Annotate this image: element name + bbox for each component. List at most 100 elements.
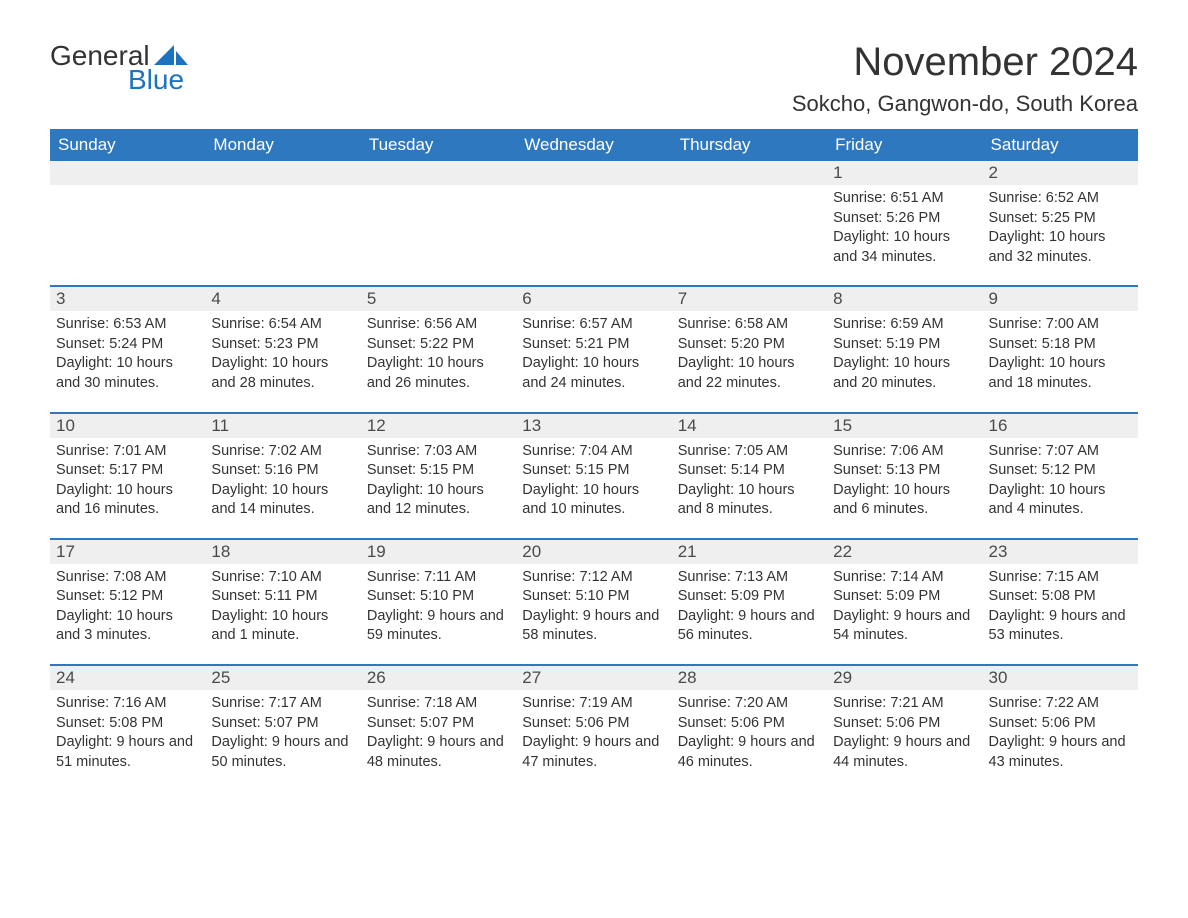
location: Sokcho, Gangwon-do, South Korea bbox=[792, 91, 1138, 117]
day-number: 3 bbox=[50, 285, 205, 311]
daylight-line: Daylight: 9 hours and 53 minutes. bbox=[989, 607, 1132, 646]
calendar-cell: 3 Sunrise: 6:53 AMSunset: 5:24 PMDaylight… bbox=[50, 285, 205, 411]
day-details: Sunrise: 7:16 AMSunset: 5:08 PMDaylight:… bbox=[50, 690, 205, 790]
sunrise-line: Sunrise: 7:08 AM bbox=[56, 568, 199, 588]
calendar-cell bbox=[50, 161, 205, 285]
calendar-cell bbox=[672, 161, 827, 285]
calendar-cell: 29Sunrise: 7:21 AMSunset: 5:06 PMDayligh… bbox=[827, 664, 982, 790]
daylight-line: Daylight: 9 hours and 59 minutes. bbox=[367, 607, 510, 646]
sunset-line: Sunset: 5:25 PM bbox=[989, 209, 1132, 229]
daylight-line: Daylight: 9 hours and 46 minutes. bbox=[678, 733, 821, 772]
daylight-line: Daylight: 10 hours and 14 minutes. bbox=[211, 481, 354, 520]
daylight-line: Daylight: 9 hours and 56 minutes. bbox=[678, 607, 821, 646]
day-number: 15 bbox=[827, 412, 982, 438]
sunrise-line: Sunrise: 7:07 AM bbox=[989, 442, 1132, 462]
daylight-line: Daylight: 10 hours and 18 minutes. bbox=[989, 354, 1132, 393]
day-details: Sunrise: 7:00 AMSunset: 5:18 PMDaylight:… bbox=[983, 311, 1138, 411]
day-number: 24 bbox=[50, 664, 205, 690]
sunrise-line: Sunrise: 7:22 AM bbox=[989, 694, 1132, 714]
day-number: 20 bbox=[516, 538, 671, 564]
calendar-body: 1 Sunrise: 6:51 AMSunset: 5:26 PM Daylight… bbox=[50, 161, 1138, 790]
day-details: Sunrise: 7:15 AMSunset: 5:08 PMDaylight:… bbox=[983, 564, 1138, 664]
calendar-cell: 10Sunrise: 7:01 AMSunset: 5:17 PMDayligh… bbox=[50, 412, 205, 538]
day-details: Sunrise: 7:20 AMSunset: 5:06 PMDaylight:… bbox=[672, 690, 827, 790]
daylight-line: Daylight: 10 hours and 8 minutes. bbox=[678, 481, 821, 520]
sunrise-line: Sunrise: 7:10 AM bbox=[211, 568, 354, 588]
day-number: 16 bbox=[983, 412, 1138, 438]
calendar-table: SundayMondayTuesdayWednesdayThursdayFrid… bbox=[50, 129, 1138, 790]
day-details: Sunrise: 7:10 AMSunset: 5:11 PMDaylight:… bbox=[205, 564, 360, 664]
day-number: 8 bbox=[827, 285, 982, 311]
sunset-line: Sunset: 5:23 PM bbox=[211, 335, 354, 355]
daylight-line: Daylight: 10 hours and 6 minutes. bbox=[833, 481, 976, 520]
daylight-line: Daylight: 10 hours and 1 minute. bbox=[211, 607, 354, 646]
weekday-header: Saturday bbox=[983, 129, 1138, 161]
calendar-cell: 20Sunrise: 7:12 AMSunset: 5:10 PMDayligh… bbox=[516, 538, 671, 664]
day-details: Sunrise: 7:04 AMSunset: 5:15 PMDaylight:… bbox=[516, 438, 671, 538]
day-details: Sunrise: 7:08 AMSunset: 5:12 PMDaylight:… bbox=[50, 564, 205, 664]
sunset-line: Sunset: 5:06 PM bbox=[989, 714, 1132, 734]
sunset-line: Sunset: 5:19 PM bbox=[833, 335, 976, 355]
sunset-line: Sunset: 5:08 PM bbox=[989, 587, 1132, 607]
calendar-cell: 8Sunrise: 6:59 AMSunset: 5:19 PMDaylight… bbox=[827, 285, 982, 411]
calendar-cell: 24Sunrise: 7:16 AMSunset: 5:08 PMDayligh… bbox=[50, 664, 205, 790]
day-number: 4 bbox=[205, 285, 360, 311]
calendar-cell: 22Sunrise: 7:14 AMSunset: 5:09 PMDayligh… bbox=[827, 538, 982, 664]
day-details: Sunrise: 6:52 AMSunset: 5:25 PMDaylight:… bbox=[983, 185, 1138, 285]
daylight-line: Daylight: 10 hours and 20 minutes. bbox=[833, 354, 976, 393]
sunset-line: Sunset: 5:15 PM bbox=[367, 461, 510, 481]
weekday-header: Monday bbox=[205, 129, 360, 161]
sunrise-line: Sunrise: 6:56 AM bbox=[367, 315, 510, 335]
calendar-cell: 30Sunrise: 7:22 AMSunset: 5:06 PMDayligh… bbox=[983, 664, 1138, 790]
day-number: 7 bbox=[672, 285, 827, 311]
sunset-line: Sunset: 5:26 PM bbox=[833, 209, 976, 229]
sunrise-line: Sunrise: 7:12 AM bbox=[522, 568, 665, 588]
daylight-line: Daylight: 9 hours and 44 minutes. bbox=[833, 733, 976, 772]
sunset-line: Sunset: 5:08 PM bbox=[56, 714, 199, 734]
sunset-line: Sunset: 5:17 PM bbox=[56, 461, 199, 481]
daylight-line: Daylight: 10 hours and 28 minutes. bbox=[211, 354, 354, 393]
day-details: Sunrise: 7:11 AMSunset: 5:10 PMDaylight:… bbox=[361, 564, 516, 664]
calendar-cell: 17Sunrise: 7:08 AMSunset: 5:12 PMDayligh… bbox=[50, 538, 205, 664]
day-number: 30 bbox=[983, 664, 1138, 690]
day-number: 29 bbox=[827, 664, 982, 690]
logo: General Blue bbox=[50, 40, 188, 96]
sunrise-line: Sunrise: 6:51 AM bbox=[833, 189, 976, 209]
day-number-blank bbox=[361, 161, 516, 185]
calendar-cell: 15Sunrise: 7:06 AMSunset: 5:13 PMDayligh… bbox=[827, 412, 982, 538]
sunrise-line: Sunrise: 7:11 AM bbox=[367, 568, 510, 588]
calendar-cell: 23Sunrise: 7:15 AMSunset: 5:08 PMDayligh… bbox=[983, 538, 1138, 664]
day-number: 28 bbox=[672, 664, 827, 690]
daylight-line: Daylight: 10 hours and 16 minutes. bbox=[56, 481, 199, 520]
sunset-line: Sunset: 5:10 PM bbox=[367, 587, 510, 607]
daylight-line: Daylight: 10 hours and 30 minutes. bbox=[56, 354, 199, 393]
day-number: 5 bbox=[361, 285, 516, 311]
daylight-line: Daylight: 10 hours and 12 minutes. bbox=[367, 481, 510, 520]
day-details: Sunrise: 6:57 AMSunset: 5:21 PMDaylight:… bbox=[516, 311, 671, 411]
calendar-cell: 13Sunrise: 7:04 AMSunset: 5:15 PMDayligh… bbox=[516, 412, 671, 538]
day-details: Sunrise: 7:13 AMSunset: 5:09 PMDaylight:… bbox=[672, 564, 827, 664]
sunrise-line: Sunrise: 7:05 AM bbox=[678, 442, 821, 462]
sunrise-line: Sunrise: 7:15 AM bbox=[989, 568, 1132, 588]
calendar-cell: 9Sunrise: 7:00 AMSunset: 5:18 PMDaylight… bbox=[983, 285, 1138, 411]
day-number-blank bbox=[672, 161, 827, 185]
sunrise-line: Sunrise: 7:04 AM bbox=[522, 442, 665, 462]
title-block: November 2024 Sokcho, Gangwon-do, South … bbox=[792, 40, 1138, 117]
day-number: 1 bbox=[827, 161, 982, 185]
day-details: Sunrise: 6:56 AMSunset: 5:22 PMDaylight:… bbox=[361, 311, 516, 411]
sunrise-line: Sunrise: 6:53 AM bbox=[56, 315, 199, 335]
sunset-line: Sunset: 5:16 PM bbox=[211, 461, 354, 481]
sunrise-line: Sunrise: 6:52 AM bbox=[989, 189, 1132, 209]
sunrise-line: Sunrise: 7:03 AM bbox=[367, 442, 510, 462]
day-number: 11 bbox=[205, 412, 360, 438]
sunrise-line: Sunrise: 6:57 AM bbox=[522, 315, 665, 335]
day-number: 14 bbox=[672, 412, 827, 438]
sunset-line: Sunset: 5:24 PM bbox=[56, 335, 199, 355]
calendar-cell: 26Sunrise: 7:18 AMSunset: 5:07 PMDayligh… bbox=[361, 664, 516, 790]
sunset-line: Sunset: 5:07 PM bbox=[367, 714, 510, 734]
calendar-cell: 7Sunrise: 6:58 AMSunset: 5:20 PMDaylight… bbox=[672, 285, 827, 411]
calendar-cell: 12Sunrise: 7:03 AMSunset: 5:15 PMDayligh… bbox=[361, 412, 516, 538]
sunrise-line: Sunrise: 7:13 AM bbox=[678, 568, 821, 588]
day-number: 9 bbox=[983, 285, 1138, 311]
day-details: Sunrise: 7:01 AMSunset: 5:17 PMDaylight:… bbox=[50, 438, 205, 538]
